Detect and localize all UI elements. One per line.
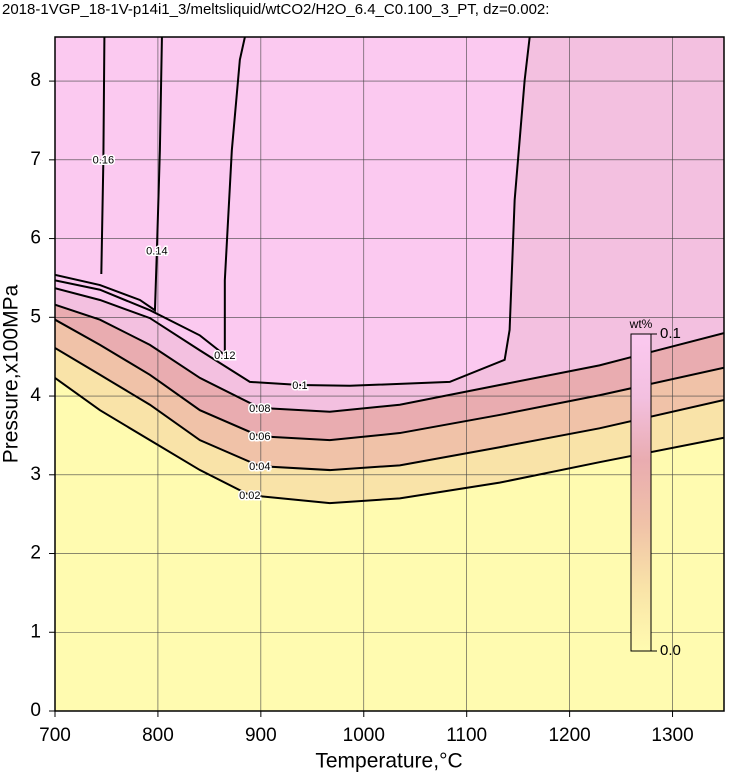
y-axis-label: Pressure,x100MPa (0, 284, 23, 463)
contour-label: 0.06 (249, 431, 270, 443)
fill-layer (55, 37, 724, 711)
contour-label: 0.04 (249, 461, 270, 473)
contour-line (55, 37, 531, 387)
x-tick-label: 1200 (548, 725, 590, 746)
contour-line (100, 37, 106, 275)
y-tick-label: 0 (30, 700, 41, 721)
colorbar-label: wt% (629, 317, 653, 331)
y-tick-label: 1 (30, 621, 41, 642)
y-tick-label: 8 (30, 70, 41, 91)
contour-label: 0.12 (214, 350, 235, 362)
contour-line (55, 318, 724, 442)
contour-label: 0.14 (146, 245, 167, 257)
y-tick-label: 5 (30, 306, 41, 327)
contour-line (55, 37, 246, 358)
chart-title: 2018-1VGP_18-1V-p14i1_3/meltsliquid/wtCO… (2, 1, 549, 18)
contour-line (55, 377, 724, 505)
level-fill (55, 37, 105, 275)
y-tick-label: 2 (30, 543, 41, 564)
contour-layer: 0.02 0.04 0.06 0.08 0.1 0.12 0.14 0.16 (55, 37, 724, 505)
x-tick-label: 800 (142, 725, 174, 746)
x-tick-label: 1000 (343, 725, 385, 746)
y-tick-label: 4 (30, 385, 41, 406)
plot-frame (54, 36, 725, 712)
contour-label: 0.16 (93, 155, 114, 167)
contour-line (55, 347, 724, 472)
colorbar-tick-label: 0.0 (660, 642, 681, 659)
y-tick-label: 6 (30, 228, 41, 249)
contour-label: 0.1 (292, 380, 307, 392)
colorbar-tick-label: 0.1 (660, 325, 681, 342)
y-tick-label: 7 (30, 149, 41, 170)
x-tick-label: 1300 (651, 725, 693, 746)
x-axis-label: Temperature,°C (315, 750, 462, 773)
contour-line (55, 303, 724, 413)
contour-label: 0.08 (249, 403, 270, 415)
y-tick-label: 3 (30, 464, 41, 485)
contour-label: 0.02 (239, 490, 260, 502)
contour-line (55, 37, 163, 313)
x-tick-label: 700 (39, 725, 71, 746)
x-tick-label: 900 (245, 725, 277, 746)
colorbar (630, 333, 652, 652)
x-tick-label: 1100 (446, 725, 487, 746)
